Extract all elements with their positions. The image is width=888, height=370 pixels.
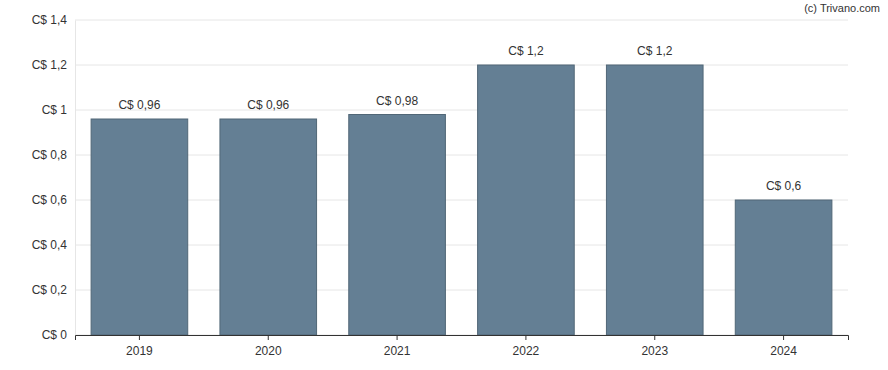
y-tick-label: C$ 0 — [42, 328, 68, 342]
y-tick: C$ 0,8 — [32, 148, 75, 162]
grid-line — [75, 65, 848, 66]
x-tick-label: 2022 — [513, 344, 540, 358]
y-tick: C$ 1,4 — [32, 13, 75, 27]
y-tick: C$ 0,2 — [32, 283, 75, 297]
x-tick: 2022 — [513, 335, 540, 358]
data-label: C$ 0,96 — [118, 98, 160, 112]
bar — [735, 200, 832, 335]
y-tick: C$ 0,6 — [32, 193, 75, 207]
x-tick-mark — [139, 335, 140, 340]
x-tick: 2021 — [384, 335, 411, 358]
x-tick-mark — [525, 335, 526, 340]
y-tick: C$ 1 — [42, 103, 75, 117]
grid-line — [75, 290, 848, 291]
grid-line — [75, 110, 848, 111]
x-tick: 2023 — [641, 335, 668, 358]
bar — [349, 115, 446, 336]
x-tick-mark — [397, 335, 398, 340]
bar — [606, 65, 703, 335]
y-tick-label: C$ 1,2 — [32, 58, 68, 72]
x-tick-mark — [268, 335, 269, 340]
grid-line — [75, 200, 848, 201]
bars — [91, 65, 832, 335]
grid — [75, 20, 848, 335]
data-label: C$ 0,96 — [247, 98, 289, 112]
x-tick-mark — [783, 335, 784, 340]
grid-line — [75, 245, 848, 246]
bar — [478, 65, 575, 335]
y-tick: C$ 0,4 — [32, 238, 75, 252]
copyright: (c) Trivano.com — [804, 2, 880, 14]
chart: C$ 0C$ 0,2C$ 0,4C$ 0,6C$ 0,8C$ 1C$ 1,2C$… — [0, 0, 888, 370]
data-labels: C$ 0,96 C$ 0,96 C$ 0,98 C$ 1,2 C$ 1,2 C$ 0,6 — [118, 44, 801, 193]
y-tick-label: C$ 0,2 — [32, 283, 68, 297]
bar — [220, 119, 317, 335]
x-tick-label: 2021 — [384, 344, 411, 358]
x-tick-label: 2024 — [770, 344, 797, 358]
y-tick-label: C$ 1,4 — [32, 13, 68, 27]
data-label: C$ 1,2 — [508, 44, 544, 58]
y-tick: C$ 1,2 — [32, 58, 75, 72]
y-tick-label: C$ 0,8 — [32, 148, 68, 162]
bar — [91, 119, 188, 335]
x-tick-label: 2023 — [641, 344, 668, 358]
x-axis-line — [76, 336, 849, 341]
y-tick-label: C$ 0,4 — [32, 238, 68, 252]
grid-line — [75, 155, 848, 156]
x-tick: 2019 — [126, 335, 153, 358]
plot: C$ 0C$ 0,2C$ 0,4C$ 0,6C$ 0,8C$ 1C$ 1,2C$… — [32, 13, 849, 357]
x-tick-mark — [654, 335, 655, 340]
data-label: C$ 0,6 — [766, 179, 802, 193]
data-label: C$ 1,2 — [637, 44, 673, 58]
x-tick: 2020 — [255, 335, 282, 358]
x-tick-label: 2019 — [126, 344, 153, 358]
x-tick-label: 2020 — [255, 344, 282, 358]
y-tick: C$ 0 — [42, 328, 75, 342]
y-tick-label: C$ 0,6 — [32, 193, 68, 207]
data-label: C$ 0,98 — [376, 94, 418, 108]
y-tick-label: C$ 1 — [42, 103, 68, 117]
y-axis: C$ 0 C$ 0,2 C$ 0,4 C$ 0,6 C$ 0,8 C$ 1 C$ 1,2 C$… — [32, 13, 76, 342]
grid-line — [75, 20, 848, 21]
y-axis-line — [75, 21, 76, 336]
x-tick: 2024 — [770, 335, 797, 358]
x-axis: 2019 2020 2021 2022 2023 2024 — [76, 335, 849, 358]
